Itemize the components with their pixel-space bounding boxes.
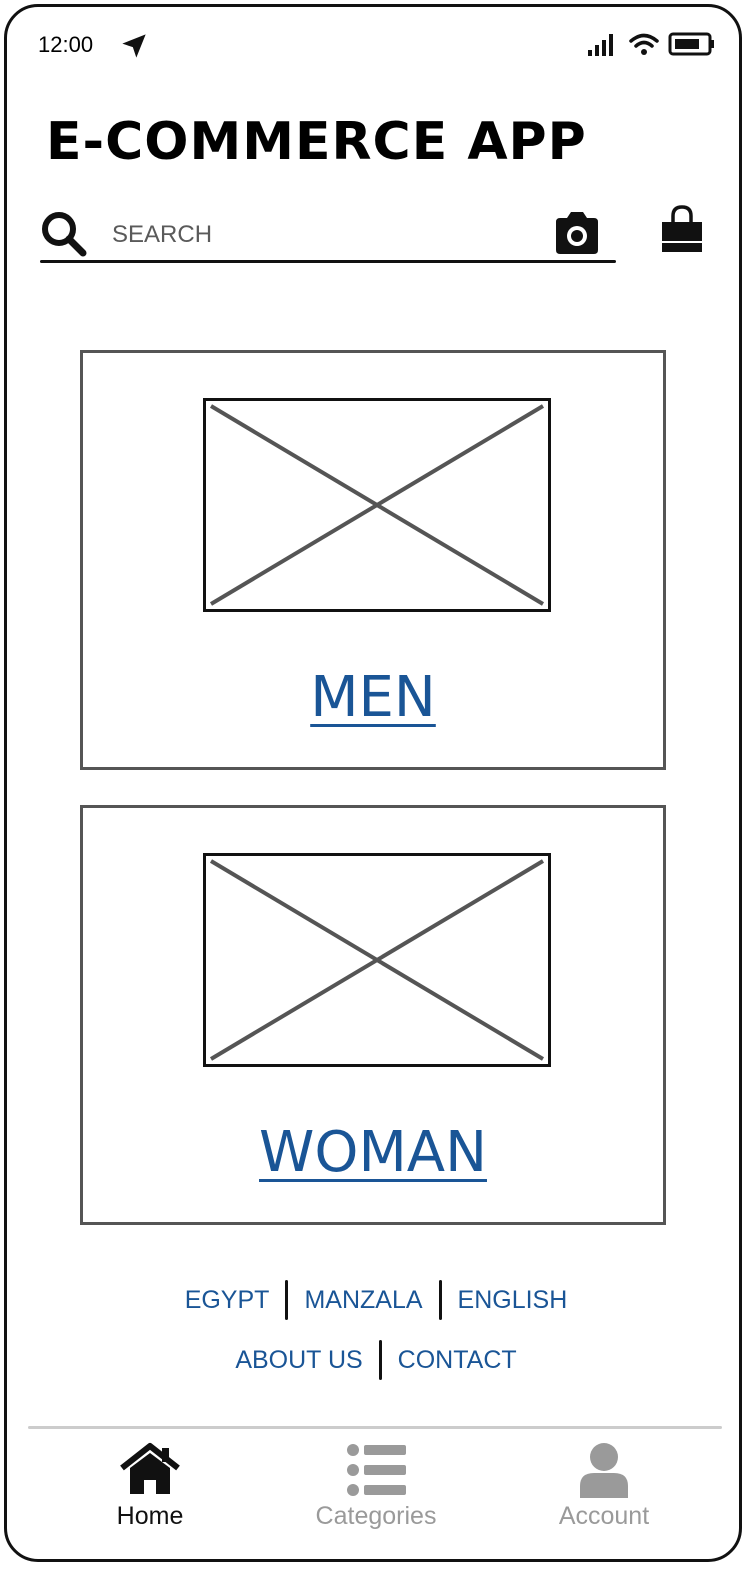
status-time: 12:00 bbox=[38, 32, 94, 57]
link-separator bbox=[285, 1280, 289, 1320]
camera-icon[interactable] bbox=[552, 210, 602, 256]
link-manzala[interactable]: MANZALA bbox=[304, 1285, 423, 1314]
search-icon bbox=[42, 212, 87, 257]
tab-label-categories: Categories bbox=[315, 1502, 437, 1530]
shopping-bag-icon[interactable] bbox=[656, 204, 708, 256]
link-contact[interactable]: CONTACT bbox=[397, 1345, 517, 1374]
location-arrow-icon bbox=[122, 34, 146, 58]
battery-icon bbox=[668, 32, 714, 56]
link-english[interactable]: ENGLISH bbox=[457, 1285, 568, 1314]
tab-account[interactable]: Account bbox=[504, 1440, 704, 1531]
search-underline bbox=[40, 260, 616, 263]
footer-links-row-2: ABOUT US CONTACT bbox=[0, 1340, 752, 1380]
link-separator bbox=[378, 1340, 382, 1380]
status-icons bbox=[586, 30, 716, 58]
image-placeholder bbox=[203, 853, 551, 1067]
link-about-us[interactable]: ABOUT US bbox=[235, 1345, 363, 1374]
home-icon bbox=[120, 1443, 180, 1494]
phone-frame bbox=[4, 4, 742, 1562]
category-link-men[interactable]: MEN bbox=[310, 665, 436, 730]
footer-links-row-1: EGYPT MANZALA ENGLISH bbox=[0, 1280, 752, 1320]
list-icon bbox=[347, 1444, 406, 1496]
tab-bar-divider bbox=[28, 1426, 722, 1429]
category-link-woman[interactable]: WOMAN bbox=[259, 1120, 487, 1185]
image-placeholder bbox=[203, 398, 551, 612]
tab-home[interactable]: Home bbox=[50, 1440, 250, 1531]
link-separator bbox=[438, 1280, 442, 1320]
category-card-men[interactable]: MEN bbox=[80, 350, 666, 770]
wifi-icon bbox=[629, 33, 659, 55]
category-card-woman[interactable]: WOMAN bbox=[80, 805, 666, 1225]
link-egypt[interactable]: EGYPT bbox=[184, 1285, 270, 1314]
search-input[interactable] bbox=[112, 216, 532, 254]
signal-icon bbox=[588, 34, 613, 56]
tab-label-account: Account bbox=[558, 1502, 650, 1530]
tab-categories[interactable]: Categories bbox=[276, 1440, 476, 1531]
tab-label-home: Home bbox=[116, 1502, 184, 1530]
user-icon bbox=[580, 1443, 628, 1498]
page-title: E-COMMERCE APP bbox=[46, 112, 587, 172]
